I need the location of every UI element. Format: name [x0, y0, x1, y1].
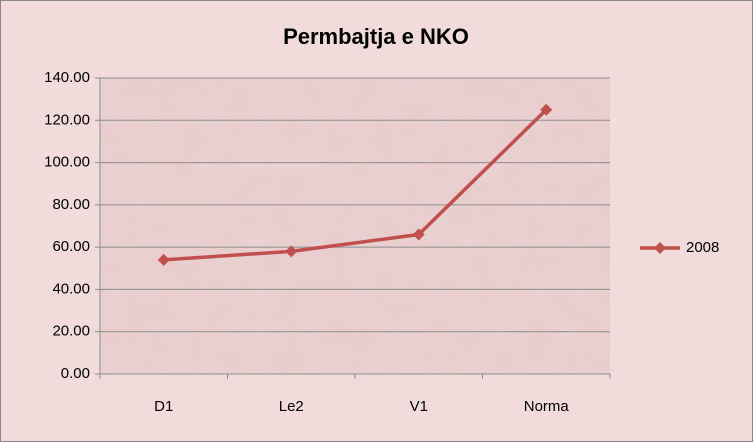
y-tick-label: 40.00: [52, 280, 90, 297]
x-tick-label: V1: [410, 398, 428, 415]
series-line: [163, 108, 548, 262]
x-tick-label: D1: [154, 398, 173, 415]
data-point: [157, 253, 170, 266]
data-point: [285, 245, 298, 258]
chart-title: Permbajtja e NKO: [283, 24, 469, 49]
data-point: [540, 103, 553, 116]
y-tick-label: 100.00: [44, 154, 90, 171]
y-tick-label: 120.00: [44, 111, 90, 128]
legend-marker: [654, 242, 666, 254]
legend-label: 2008: [686, 239, 719, 256]
y-tick-label: 0.00: [61, 365, 90, 382]
data-point: [412, 228, 425, 241]
plot-texture: [100, 78, 610, 374]
y-tick-label: 20.00: [52, 323, 90, 340]
y-tick-label: 80.00: [52, 196, 90, 213]
x-tick-label: Le2: [279, 398, 304, 415]
y-tick-label: 60.00: [52, 238, 90, 255]
y-tick-label: 140.00: [44, 69, 90, 86]
x-tick-label: Norma: [524, 398, 570, 415]
